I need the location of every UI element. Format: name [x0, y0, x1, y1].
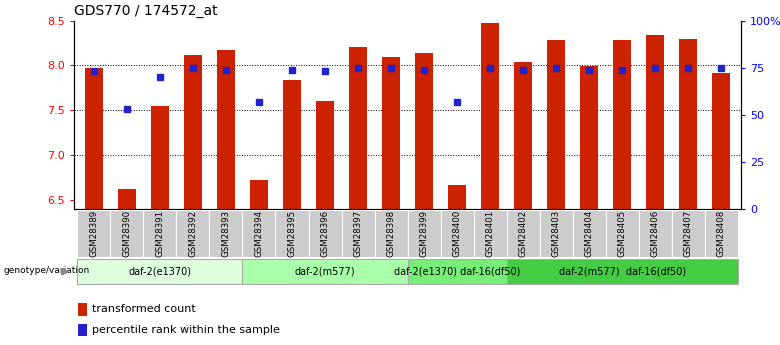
Text: GSM28402: GSM28402	[519, 210, 527, 257]
Bar	[85, 68, 103, 209]
Bar	[243, 259, 407, 284]
Text: GSM28399: GSM28399	[420, 210, 428, 257]
Bar	[349, 47, 367, 209]
Text: GSM28390: GSM28390	[122, 210, 131, 257]
Bar	[316, 101, 334, 209]
Text: GSM28400: GSM28400	[452, 210, 462, 257]
Bar	[243, 210, 275, 257]
Text: daf-2(e1370): daf-2(e1370)	[129, 267, 191, 277]
Text: daf-2(e1370) daf-16(df50): daf-2(e1370) daf-16(df50)	[394, 267, 520, 277]
Bar	[441, 210, 473, 257]
Bar	[712, 73, 730, 209]
Bar	[613, 40, 631, 209]
Text: genotype/variation: genotype/variation	[4, 266, 90, 275]
Text: GSM28407: GSM28407	[684, 210, 693, 257]
Text: GSM28393: GSM28393	[222, 210, 230, 257]
Text: transformed count: transformed count	[93, 304, 197, 314]
Bar	[573, 210, 605, 257]
Text: GSM28395: GSM28395	[288, 210, 296, 257]
Bar	[448, 185, 466, 209]
Bar	[118, 189, 136, 209]
Bar	[605, 210, 639, 257]
Text: GSM28403: GSM28403	[551, 210, 561, 257]
Bar	[382, 57, 400, 209]
Text: GSM28398: GSM28398	[387, 210, 395, 257]
Bar	[342, 210, 374, 257]
Bar	[473, 210, 506, 257]
Text: GSM28401: GSM28401	[486, 210, 495, 257]
Bar	[646, 35, 665, 209]
Bar	[679, 39, 697, 209]
Text: GSM28394: GSM28394	[254, 210, 264, 257]
Text: GSM28391: GSM28391	[155, 210, 165, 257]
Bar	[415, 53, 433, 209]
Bar	[704, 210, 738, 257]
Text: GSM28396: GSM28396	[321, 210, 329, 257]
Text: GSM28405: GSM28405	[618, 210, 626, 257]
Text: daf-2(m577): daf-2(m577)	[295, 267, 356, 277]
Bar	[217, 50, 235, 209]
Bar	[77, 259, 243, 284]
Bar	[547, 40, 566, 209]
Bar	[210, 210, 243, 257]
Bar	[144, 210, 176, 257]
Bar	[111, 210, 144, 257]
Bar	[309, 210, 342, 257]
Text: GDS770 / 174572_at: GDS770 / 174572_at	[74, 4, 218, 18]
Bar	[407, 259, 506, 284]
Text: GSM28397: GSM28397	[353, 210, 363, 257]
Bar	[176, 210, 210, 257]
Bar	[78, 324, 87, 336]
Bar	[672, 210, 704, 257]
Bar	[639, 210, 672, 257]
Bar	[580, 66, 598, 209]
Text: daf-2(m577)  daf-16(df50): daf-2(m577) daf-16(df50)	[558, 267, 686, 277]
Bar	[374, 210, 407, 257]
Text: percentile rank within the sample: percentile rank within the sample	[93, 325, 280, 335]
Text: GSM28389: GSM28389	[90, 210, 98, 257]
Text: GSM28404: GSM28404	[585, 210, 594, 257]
Bar	[514, 62, 532, 209]
Bar	[506, 210, 540, 257]
Bar	[77, 210, 111, 257]
Bar	[78, 303, 87, 316]
Bar	[407, 210, 441, 257]
Bar	[481, 23, 499, 209]
Text: GSM28406: GSM28406	[651, 210, 660, 257]
Text: GSM28392: GSM28392	[189, 210, 197, 257]
Bar	[250, 180, 268, 209]
Text: GSM28408: GSM28408	[717, 210, 725, 257]
Bar	[540, 210, 573, 257]
Bar	[151, 106, 169, 209]
Bar	[184, 55, 202, 209]
Bar	[283, 80, 301, 209]
Bar	[275, 210, 309, 257]
Bar	[506, 259, 738, 284]
